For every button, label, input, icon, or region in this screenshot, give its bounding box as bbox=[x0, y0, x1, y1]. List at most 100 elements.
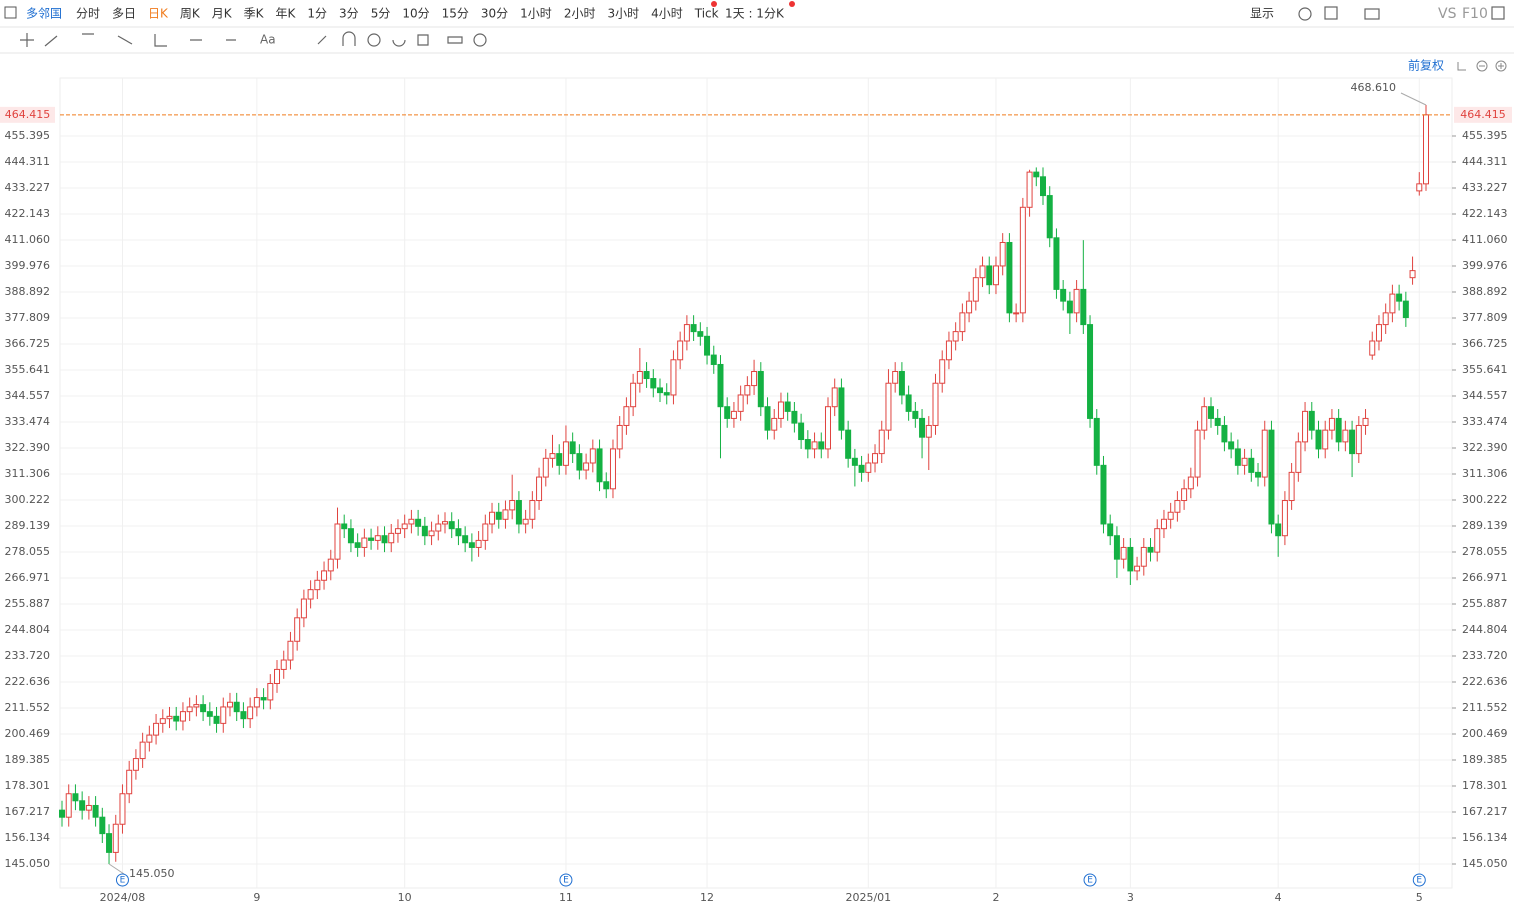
candle-body bbox=[220, 706, 227, 724]
candle-body bbox=[1026, 171, 1033, 208]
candle-body bbox=[583, 462, 590, 471]
candle-body bbox=[515, 500, 522, 525]
y-tick-label-left: 377.809 bbox=[5, 311, 51, 324]
period-tab[interactable]: 30分 bbox=[481, 7, 508, 21]
adjust[interactable]: 前复权 bbox=[1408, 58, 1444, 73]
event-marker[interactable] bbox=[115, 873, 129, 887]
vs[interactable]: VS bbox=[1438, 6, 1457, 22]
candle-body bbox=[1389, 293, 1396, 314]
candle-body bbox=[233, 701, 240, 713]
x-tick-label: 2024/08 bbox=[100, 891, 146, 904]
y-tick-label-left: 444.311 bbox=[5, 155, 51, 168]
candle-body bbox=[704, 335, 711, 356]
tool-icons[interactable] bbox=[20, 6, 1505, 47]
candle-body bbox=[986, 265, 993, 286]
candle-body bbox=[771, 417, 778, 431]
candle-body bbox=[1087, 324, 1094, 419]
interval[interactable]: 1天 : 1分K bbox=[725, 7, 785, 21]
candle-body bbox=[112, 823, 119, 853]
candle-body bbox=[1194, 429, 1201, 478]
candle-body bbox=[193, 704, 200, 708]
candle-body bbox=[1302, 410, 1309, 443]
candle-body bbox=[408, 518, 415, 525]
period-tab[interactable]: 多日 bbox=[112, 7, 136, 21]
period-tab[interactable]: 季K bbox=[244, 7, 265, 21]
display[interactable]: 显示 bbox=[1250, 7, 1274, 21]
candle-body bbox=[562, 441, 569, 466]
candle-body bbox=[1201, 406, 1208, 431]
candle-body bbox=[1375, 324, 1382, 342]
candle-body bbox=[1241, 457, 1248, 466]
y-tick-label-left: 278.055 bbox=[5, 545, 51, 558]
candle-body bbox=[1355, 424, 1362, 455]
stock-name[interactable]: 多邻国 bbox=[26, 7, 62, 21]
candle-body bbox=[294, 617, 301, 642]
candle-body bbox=[1154, 528, 1161, 553]
period-tab[interactable]: 4小时 bbox=[651, 7, 683, 21]
period-tab[interactable]: 周K bbox=[180, 7, 201, 21]
f10[interactable]: F10 bbox=[1462, 6, 1488, 22]
candle-body bbox=[260, 697, 267, 701]
x-tick-label: 2025/01 bbox=[845, 891, 891, 904]
y-tick-label: 411.060 bbox=[1462, 233, 1508, 246]
y-tick-label: 189.385 bbox=[1462, 753, 1508, 766]
candle-body bbox=[1261, 429, 1268, 478]
event-marker[interactable] bbox=[1083, 873, 1097, 887]
candle-body bbox=[1402, 300, 1409, 319]
candle-body bbox=[495, 511, 502, 520]
period-tab[interactable]: 3分 bbox=[339, 7, 359, 21]
annotation-line bbox=[1400, 92, 1427, 106]
period-tab[interactable]: 5分 bbox=[371, 7, 391, 21]
candle-body bbox=[502, 509, 509, 520]
dot bbox=[711, 1, 717, 7]
event-label: E bbox=[1087, 876, 1093, 886]
candle-body bbox=[851, 457, 858, 466]
event-marker[interactable] bbox=[559, 873, 573, 887]
candle-body bbox=[912, 410, 919, 419]
candle-body bbox=[1167, 511, 1174, 520]
annotation-label: 145.050 bbox=[129, 867, 175, 880]
y-tick-label-left: 355.641 bbox=[5, 363, 51, 376]
candle-body bbox=[1046, 195, 1053, 239]
y-tick-label: 455.395 bbox=[1462, 129, 1508, 142]
period-tab[interactable]: 年K bbox=[276, 7, 297, 21]
candle-body bbox=[106, 833, 113, 853]
period-tab[interactable]: 2小时 bbox=[564, 7, 596, 21]
text-tool[interactable]: Aa bbox=[260, 33, 276, 47]
candle-body bbox=[468, 542, 475, 548]
period-tab[interactable]: 10分 bbox=[402, 7, 429, 21]
candle-body bbox=[636, 371, 643, 384]
zoom-icons[interactable] bbox=[1457, 60, 1507, 72]
y-tick-label: 422.143 bbox=[1462, 207, 1508, 220]
candle-body bbox=[166, 715, 173, 720]
period-tab[interactable]: 日K bbox=[148, 7, 169, 21]
candle-body bbox=[744, 385, 751, 396]
y-tick-label: 255.887 bbox=[1462, 597, 1508, 610]
candle-body bbox=[1268, 429, 1275, 525]
candle-body bbox=[838, 387, 845, 431]
period-tab[interactable]: 1分 bbox=[307, 7, 327, 21]
period-tab[interactable]: 15分 bbox=[442, 7, 469, 21]
y-tick-label: 300.222 bbox=[1462, 493, 1508, 506]
dot bbox=[789, 1, 795, 7]
annotation-label: 468.610 bbox=[1351, 81, 1397, 94]
y-tick-label: 388.892 bbox=[1462, 285, 1508, 298]
period-tab[interactable]: 3小时 bbox=[607, 7, 639, 21]
period-tab[interactable]: 分时 bbox=[76, 7, 100, 21]
candle-body bbox=[247, 706, 254, 720]
candle-body bbox=[200, 704, 207, 713]
y-tick-label: 433.227 bbox=[1462, 181, 1508, 194]
sidebar-icon[interactable] bbox=[4, 6, 17, 19]
y-tick-label: 233.720 bbox=[1462, 649, 1508, 662]
period-tab[interactable]: 月K bbox=[212, 7, 233, 21]
candle-body bbox=[683, 324, 690, 342]
period-tab[interactable]: 1小时 bbox=[520, 7, 552, 21]
candle-body bbox=[992, 265, 999, 286]
candle-body bbox=[462, 535, 469, 544]
event-marker[interactable] bbox=[1412, 873, 1426, 887]
period-tab[interactable]: Tick bbox=[694, 7, 719, 21]
candle-body bbox=[253, 697, 260, 708]
candle-body bbox=[1382, 312, 1389, 326]
candle-body bbox=[1409, 270, 1416, 279]
candle-body bbox=[999, 241, 1006, 267]
